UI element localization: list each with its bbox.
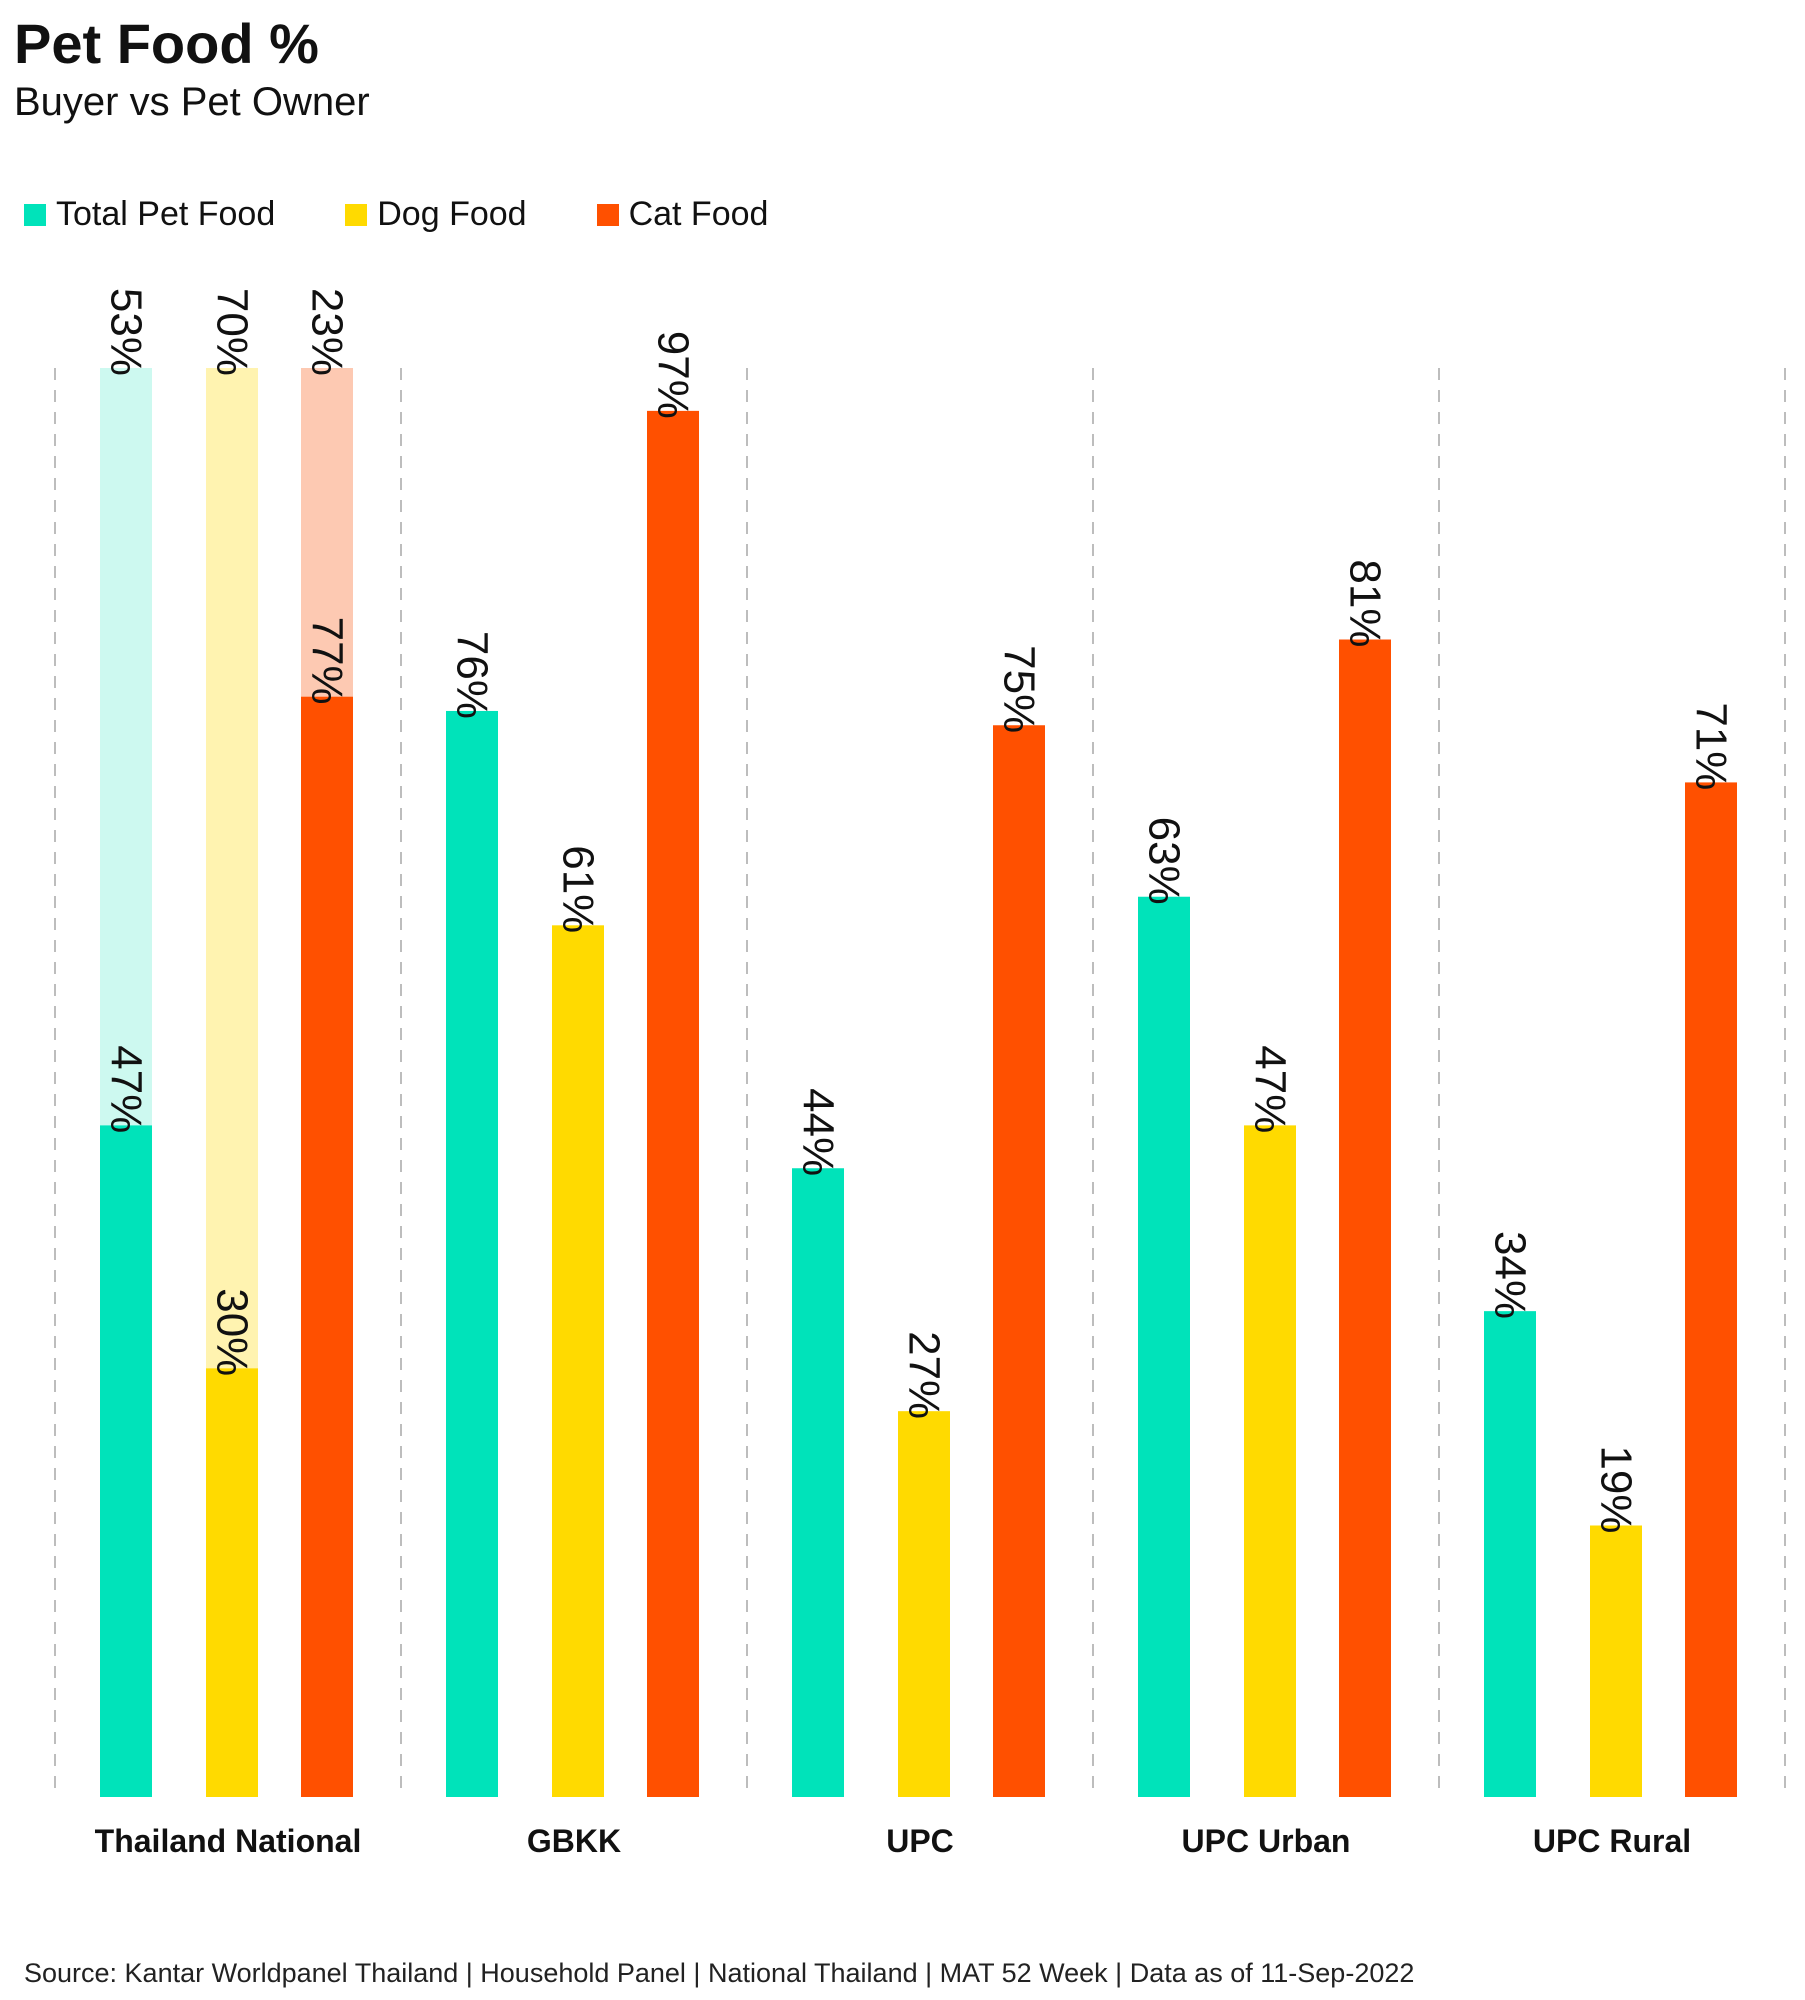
legend-swatch-dog-food bbox=[345, 203, 368, 226]
bar-remainder bbox=[100, 368, 152, 1126]
bar-value-label: 47% bbox=[1246, 1045, 1295, 1133]
chart-subtitle: Buyer vs Pet Owner bbox=[14, 80, 370, 124]
bar bbox=[647, 410, 699, 1797]
bar-value-label: 71% bbox=[1687, 702, 1736, 790]
bar bbox=[1685, 782, 1737, 1797]
source-note: Source: Kantar Worldpanel Thailand | Hou… bbox=[24, 1958, 1415, 1988]
bar bbox=[1590, 1525, 1642, 1797]
legend: Total Pet Food Dog Food Cat Food bbox=[24, 195, 768, 234]
x-tick-label: UPC bbox=[886, 1823, 954, 1859]
bar-remainder bbox=[301, 368, 353, 697]
bar-value-label: 19% bbox=[1592, 1445, 1641, 1533]
bar bbox=[552, 925, 604, 1797]
bar bbox=[898, 1411, 950, 1797]
x-tick-label: GBKK bbox=[527, 1823, 621, 1859]
bar-value-label: 76% bbox=[448, 631, 497, 719]
legend-label-cat-food: Cat Food bbox=[628, 195, 769, 233]
legend-swatch-total-pet-food bbox=[24, 203, 46, 226]
bar-value-label: 75% bbox=[995, 645, 1044, 733]
legend-swatch-cat-food bbox=[596, 203, 619, 226]
x-tick-label: Thailand National bbox=[95, 1823, 362, 1859]
bar bbox=[792, 1168, 844, 1797]
bar bbox=[446, 710, 498, 1798]
bar-value-label: 81% bbox=[1341, 559, 1390, 647]
bar-remainder bbox=[206, 368, 258, 1369]
bar-value-label: 30% bbox=[208, 1288, 257, 1376]
bar bbox=[1484, 1311, 1536, 1797]
bar-value-label: 63% bbox=[1140, 817, 1189, 905]
bar-value-label: 97% bbox=[649, 331, 698, 419]
bar-value-label: 77% bbox=[303, 617, 352, 705]
bar-value-label: 47% bbox=[102, 1045, 151, 1133]
x-tick-label: UPC Urban bbox=[1182, 1823, 1351, 1859]
bar bbox=[1244, 1125, 1296, 1797]
bar bbox=[993, 725, 1045, 1797]
bar bbox=[1138, 896, 1190, 1797]
bar bbox=[1339, 639, 1391, 1797]
legend-item-total-pet-food: Total Pet Food bbox=[24, 195, 275, 234]
bar-remainder-label: 23% bbox=[303, 288, 352, 376]
legend-item-dog-food: Dog Food bbox=[345, 195, 527, 234]
legend-label-total-pet-food: Total Pet Food bbox=[56, 195, 276, 233]
bar bbox=[206, 1368, 258, 1797]
bar-value-label: 34% bbox=[1486, 1231, 1535, 1319]
bar bbox=[100, 1125, 152, 1797]
bar-value-label: 44% bbox=[794, 1088, 843, 1176]
bar-chart: 53% 47% 70% 30% 23% 77% Thailand National 76% 61… bbox=[54, 288, 1786, 1859]
bar-remainder-label: 53% bbox=[102, 288, 151, 376]
x-tick-label: UPC Rural bbox=[1533, 1823, 1691, 1859]
bar-remainder-label: 70% bbox=[208, 288, 257, 376]
bar-value-label: 61% bbox=[554, 845, 603, 933]
legend-label-dog-food: Dog Food bbox=[377, 195, 527, 233]
legend-item-cat-food: Cat Food bbox=[596, 195, 769, 234]
bar-value-label: 27% bbox=[900, 1331, 949, 1419]
chart-title: Pet Food % bbox=[14, 12, 319, 75]
bar bbox=[301, 696, 353, 1798]
